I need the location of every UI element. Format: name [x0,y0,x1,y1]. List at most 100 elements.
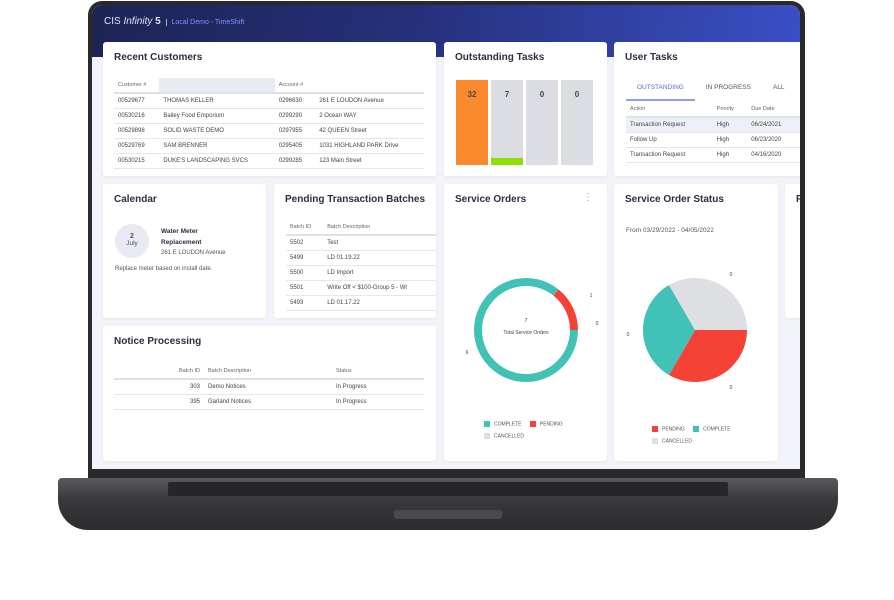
task-bar[interactable]: 7 [491,80,523,165]
total-value: 7 [525,318,528,324]
user-tasks-card: User Tasks OUTSTANDING IN PROGRESS ALL A… [614,42,800,176]
table-cell: In Progress [332,379,424,395]
col-header[interactable]: Action [626,102,713,118]
table-cell: 00530215 [114,153,160,169]
data-label-pending: 0 [730,385,733,391]
table-row[interactable]: 00529677 THOMAS KELLER 0296630 261 E LOUDON… [114,93,424,109]
col-header[interactable]: Batch ID [286,220,324,236]
col-header[interactable]: Batch Description [323,220,436,236]
pie-slice-pending[interactable] [669,330,747,382]
partial-card: F [785,184,800,318]
legend-label[interactable]: COMPLETE [703,426,731,433]
outstanding-tasks-card: Outstanding Tasks 32 7 0 0 [444,42,607,176]
col-header[interactable]: Batch Description [204,364,332,380]
legend-label[interactable]: PENDING [662,426,685,433]
table-cell: Transaction Request [626,117,713,133]
table-cell: LD 01.17.22 [323,295,436,311]
event-note: Replace meter based on install date. [115,266,213,272]
notice-processing-table: Batch ID Batch Description Status 303 Demo … [114,364,424,410]
task-bar[interactable]: 32 [456,80,488,165]
table-row[interactable]: 5493 LD 01.17.22 [286,295,436,311]
col-header[interactable]: Account # [274,78,316,94]
table-cell: Transaction Request [626,147,713,163]
col-header[interactable]: Status [332,364,424,380]
event-title[interactable]: Water Meter Replacement [161,228,202,246]
service-orders-donut: 7 Total Service Orders 1 0 6 [466,278,599,382]
card-title: Calendar [114,194,157,205]
table-cell: 2 Ocean WAY [315,108,424,124]
trackpad-notch [394,510,502,519]
table-cell: LD Import [323,265,436,281]
tab-in-progress[interactable]: IN PROGRESS [705,84,751,91]
environment-label: Local Demo - TimeShift [166,19,245,26]
table-row[interactable]: 395 Garland Notices In Progress [114,394,424,410]
col-header[interactable] [315,78,424,94]
legend-label[interactable]: CANCELLED [494,433,525,440]
table-cell: 06/24/2021 [747,117,800,133]
donut-slice-pending[interactable] [553,289,578,330]
col-header[interactable]: Customer # [114,78,160,94]
brand-name-italic: Infinity [123,16,153,27]
col-header[interactable] [159,78,275,94]
brand-version: 5 [155,16,161,27]
table-cell: 5493 [286,295,324,311]
table-row[interactable]: 303 Demo Notices In Progress [114,379,424,395]
col-header[interactable]: Batch ID [114,364,204,380]
app-brand[interactable]: CIS Infinity 5 Local Demo - TimeShift [104,16,245,27]
more-options-icon[interactable]: ⋮ [583,192,593,203]
legend-label[interactable]: PENDING [539,421,563,428]
table-row[interactable]: 5502 Test [286,235,436,251]
table-cell: 1031 HIGHLAND PARK Drive [315,138,424,154]
legend-label[interactable]: COMPLETE [494,421,522,428]
recent-customers-card: Recent Customers Customer # Account # 005… [103,42,436,176]
table-cell: 261 E LOUDON Avenue [315,93,424,109]
table-cell: High [712,117,748,133]
laptop-screen: CIS Infinity 5 Local Demo - TimeShift Re… [92,5,800,469]
pending-batches-card: Pending Transaction Batches Batch ID Batc… [274,184,436,318]
service-orders-legend: COMPLETE PENDING CANCELLED [484,421,563,440]
task-bar[interactable]: 0 [561,80,593,165]
legend-swatch [484,433,490,440]
col-header[interactable]: Priority [712,102,748,118]
table-row[interactable]: 5501 Write Off < $100-Group 5 - Wr [286,280,436,296]
pie-slice-cancelled[interactable] [669,278,747,330]
date-badge[interactable]: 2 July [115,224,149,258]
data-label-complete: 0 [627,332,630,338]
task-bar-fill [491,158,523,165]
table-row[interactable]: 00530216 Bailey Food Emporium 0299290 2 Oce… [114,108,424,124]
table-cell: 00529769 [114,138,160,154]
table-row[interactable]: 00530215 DUKE'S LANDSCAPING SVCS 0299285 12… [114,153,424,169]
legend-label[interactable]: CANCELLED [662,438,693,445]
legend-swatch [529,421,536,427]
table-row[interactable]: 5499 LD 01.19.22 [286,250,436,266]
tab-all[interactable]: ALL [772,84,785,91]
col-header[interactable]: Due Date [747,102,800,118]
data-label-complete: 6 [466,350,469,356]
task-bar[interactable]: 0 [526,80,558,165]
table-cell: SAM BRENNER [159,138,275,154]
user-tasks-tabs: OUTSTANDING IN PROGRESS ALL [626,80,796,101]
legend-swatch [484,421,490,427]
table-cell: 123 Main Street [315,153,424,169]
table-row[interactable]: 00529898 SOLID WASTE DEMO 0297955 42 QUEEN … [114,123,424,139]
table-cell: 0297955 [274,123,316,139]
table-cell: 00529898 [114,123,160,139]
pending-batches-table: Batch ID Batch Description 5502 Test 5499 LD… [286,220,436,311]
notice-processing-card: Notice Processing Batch ID Batch Descript… [103,326,436,461]
table-cell: Write Off < $100-Group 5 - Wr [323,280,436,296]
table-row[interactable]: 00529769 SAM BRENNER 0295405 1031 HIGHLAND … [114,138,424,154]
task-count: 32 [467,90,477,99]
table-cell: High [712,147,748,163]
date-range: From 03/29/2022 - 04/05/2022 [626,227,714,234]
task-count: 7 [504,90,510,99]
tab-outstanding[interactable]: OUTSTANDING [626,80,695,101]
table-row[interactable]: 5500 LD Import [286,265,436,281]
task-count: 0 [574,90,580,99]
table-cell: 0299285 [274,153,316,169]
pie-slice-complete[interactable] [643,284,695,376]
laptop-base [58,478,838,530]
task-count: 0 [539,90,545,99]
